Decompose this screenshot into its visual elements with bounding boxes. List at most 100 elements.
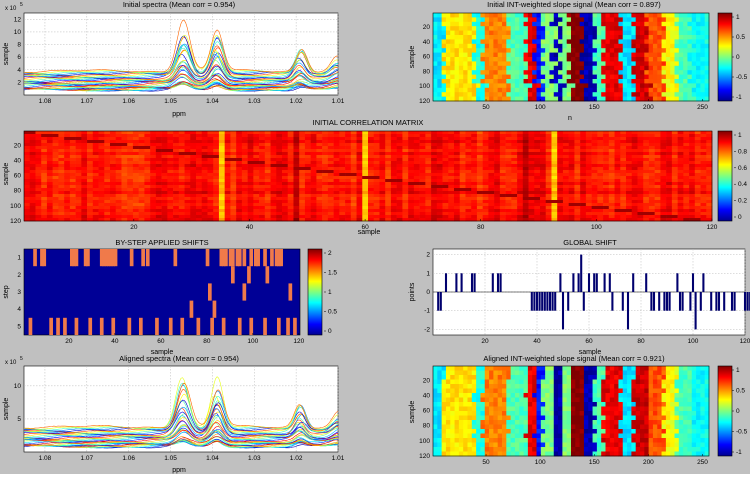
- heatmap-cell: [701, 134, 707, 137]
- heatmap-cell: [24, 209, 30, 212]
- heatmap-cell: [93, 167, 99, 170]
- heatmap-cell: [127, 146, 133, 149]
- heatmap-cell: [53, 137, 59, 140]
- heatmap-cell: [35, 155, 41, 158]
- heatmap-cell: [588, 31, 593, 36]
- heatmap-cell: [489, 48, 494, 53]
- heatmap-cell: [460, 173, 466, 176]
- heatmap-cell: [437, 212, 443, 215]
- heatmap-cell: [30, 191, 36, 194]
- heatmap-cell: [657, 83, 662, 88]
- heatmap-cell: [468, 83, 473, 88]
- heatmap-cell: [53, 158, 59, 161]
- heatmap-cell: [431, 158, 437, 161]
- heatmap-cell: [81, 170, 87, 173]
- heatmap-cell: [606, 66, 611, 71]
- heatmap-cell: [276, 140, 282, 143]
- heatmap-cell: [455, 57, 460, 62]
- heatmap-cell: [655, 170, 661, 173]
- heatmap-cell: [385, 203, 391, 206]
- heatmap-cell: [705, 83, 710, 88]
- heatmap-cell: [700, 44, 705, 49]
- heatmap-cell: [472, 22, 477, 27]
- heatmap-cell: [293, 179, 299, 182]
- heatmap-cell: [540, 170, 546, 173]
- heatmap-cell: [334, 158, 340, 161]
- heatmap-cell: [597, 53, 602, 58]
- heatmap-cell: [551, 197, 557, 200]
- heatmap-cell: [706, 203, 712, 206]
- heatmap-cell: [655, 146, 661, 149]
- heatmap-cell: [391, 200, 397, 203]
- heatmap-cell: [614, 66, 619, 71]
- heatmap-cell: [144, 161, 150, 164]
- heatmap-cell: [167, 170, 173, 173]
- heatmap-cell: [528, 26, 533, 31]
- heatmap-cell: [276, 194, 282, 197]
- heatmap-cell: [316, 179, 322, 182]
- heatmap-cell: [99, 173, 105, 176]
- heatmap-cell: [276, 176, 282, 179]
- heatmap-cell: [488, 167, 494, 170]
- heatmap-cell: [488, 134, 494, 137]
- heatmap-cell: [431, 164, 437, 167]
- heatmap-cell: [524, 53, 529, 58]
- heatmap-cell: [397, 152, 403, 155]
- heatmap-cell: [705, 22, 710, 27]
- heatmap-cell: [540, 134, 546, 137]
- heatmap-cell: [678, 206, 684, 209]
- heatmap-cell: [571, 44, 576, 49]
- heatmap-cell: [116, 185, 122, 188]
- heatmap-cell: [408, 146, 414, 149]
- heatmap-cell: [414, 191, 420, 194]
- heatmap-cell: [649, 188, 655, 191]
- heatmap-cell: [485, 97, 490, 102]
- heatmap-cell: [524, 92, 529, 97]
- heatmap-cell: [627, 13, 632, 18]
- heatmap-cell: [316, 215, 322, 218]
- heatmap-cell: [448, 197, 454, 200]
- heatmap-cell: [662, 61, 667, 66]
- heatmap-cell: [586, 206, 592, 209]
- heatmap-cell: [179, 203, 185, 206]
- heatmap-cell: [623, 79, 628, 84]
- heatmap-cell: [506, 137, 512, 140]
- heatmap-cell: [450, 75, 455, 80]
- heatmap-cell: [408, 176, 414, 179]
- heatmap-cell: [588, 48, 593, 53]
- heatmap-cell: [116, 161, 122, 164]
- heatmap-cell: [689, 191, 695, 194]
- heatmap-cell: [437, 137, 443, 140]
- heatmap-cell: [683, 179, 689, 182]
- heatmap-cell: [586, 203, 592, 206]
- heatmap-cell: [385, 155, 391, 158]
- heatmap-cell: [305, 155, 311, 158]
- heatmap-cell: [276, 212, 282, 215]
- heatmap-cell: [248, 140, 254, 143]
- heatmap-cell: [99, 170, 105, 173]
- heatmap-cell: [442, 13, 447, 18]
- heatmap-cell: [345, 131, 351, 134]
- heatmap-cell: [471, 191, 477, 194]
- heatmap-cell: [558, 39, 563, 44]
- heatmap-cell: [655, 176, 661, 179]
- heatmap-cell: [455, 92, 460, 97]
- heatmap-cell: [420, 182, 426, 185]
- heatmap-cell: [127, 188, 133, 191]
- heatmap-cell: [623, 48, 628, 53]
- heatmap-cell: [230, 131, 236, 134]
- heatmap-cell: [299, 158, 305, 161]
- heatmap-cell: [523, 185, 529, 188]
- heatmap-cell: [675, 17, 680, 22]
- heatmap-cell: [696, 26, 701, 31]
- heatmap-cell: [328, 203, 334, 206]
- heatmap-cell: [477, 143, 483, 146]
- heatmap-cell: [425, 176, 431, 179]
- initial-corr-ylabel: sample: [3, 163, 10, 186]
- heatmap-cell: [265, 161, 271, 164]
- heatmap-cell: [696, 57, 701, 62]
- heatmap-cell: [144, 146, 150, 149]
- heatmap-cell: [446, 13, 451, 18]
- heatmap-cell: [653, 22, 658, 27]
- heatmap-cell: [683, 70, 688, 75]
